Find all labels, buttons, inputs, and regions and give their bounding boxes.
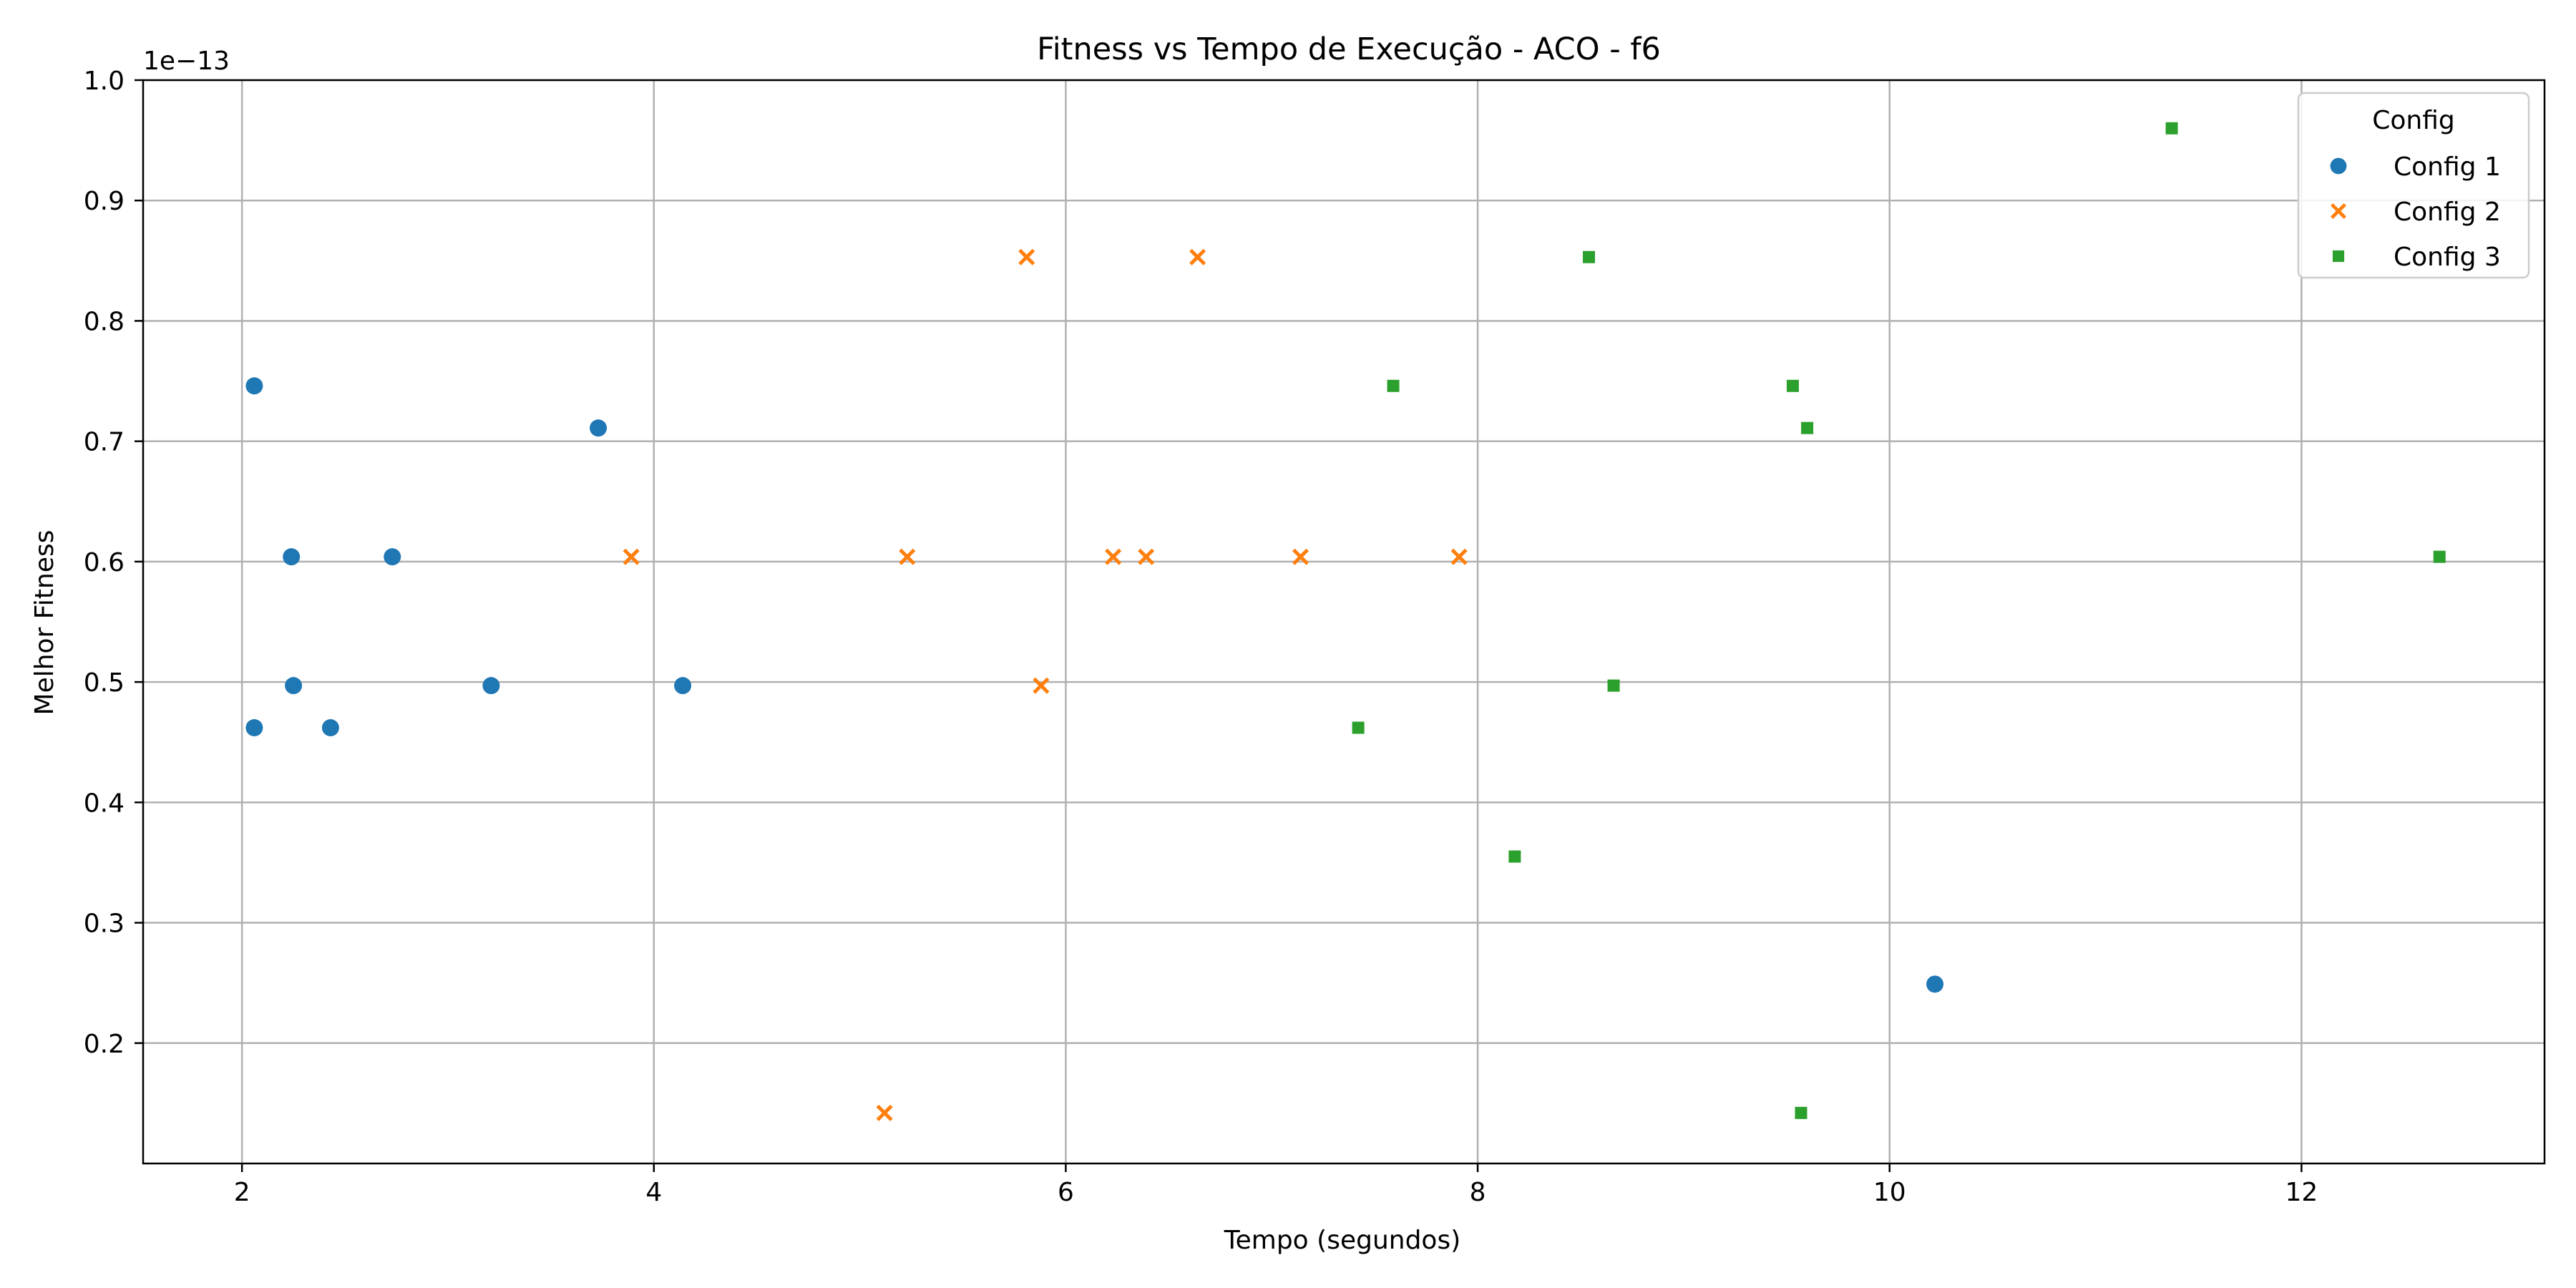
data-point: [590, 419, 608, 437]
series-1: [245, 377, 1944, 993]
legend-box: [2297, 92, 2530, 279]
series-2: [623, 248, 1468, 1121]
y-axis-ticks: 0.2 0.3 0.4 0.5 0.6 0.7 0.8 0.9 1.0: [84, 67, 143, 1059]
legend-marker: [2331, 203, 2346, 219]
legend: Config Config 1 Config 2 Config 3: [2297, 92, 2530, 279]
data-point: [384, 548, 401, 566]
data-point: [2165, 122, 2178, 135]
x-tick-label: 4: [645, 1178, 662, 1207]
data-point: [1138, 548, 1155, 565]
x-tick-label: 6: [1058, 1178, 1074, 1207]
y-tick-label: 1.0: [84, 67, 125, 96]
data-point: [283, 548, 301, 566]
data-point: [1583, 250, 1596, 263]
y-tick-label: 0.6: [84, 548, 125, 577]
x-tick-label: 12: [2285, 1178, 2318, 1207]
x-tick-label: 2: [234, 1178, 250, 1207]
series-3: [1352, 122, 2446, 1119]
data-point: [1018, 248, 1035, 265]
y-tick-label: 0.9: [84, 187, 125, 216]
data-point: [2433, 550, 2446, 563]
y-tick-label: 0.7: [84, 428, 125, 457]
data-point: [674, 677, 692, 695]
plot-frame: [142, 79, 2546, 1165]
y-tick-label: 0.4: [84, 789, 125, 818]
data-point: [482, 677, 500, 695]
y-tick-label: 0.2: [84, 1030, 125, 1059]
data-point: [1450, 548, 1468, 565]
data-point: [1033, 677, 1050, 694]
data-point: [876, 1104, 893, 1121]
legend-label: Config 3: [2394, 243, 2501, 272]
data-point: [1189, 248, 1206, 265]
data-points: [245, 122, 2446, 1121]
data-point: [285, 677, 303, 695]
x-axis-ticks: 2 4 6 8 10 12: [234, 1163, 2318, 1207]
data-point: [1801, 421, 1814, 434]
data-point: [1508, 850, 1521, 863]
legend-title: Config: [2372, 106, 2455, 135]
legend-entries: Config 1 Config 2 Config 3: [2330, 152, 2501, 272]
data-point: [1387, 379, 1400, 392]
data-point: [899, 548, 916, 565]
y-tick-label: 0.8: [84, 307, 125, 336]
legend-label: Config 1: [2394, 152, 2501, 182]
y-tick-label: 0.3: [84, 909, 125, 939]
legend-label: Config 2: [2394, 197, 2501, 227]
data-point: [1105, 548, 1122, 565]
data-point: [623, 548, 640, 565]
y-axis-label: Melhor Fitness: [30, 530, 59, 716]
chart-title: Fitness vs Tempo de Execução - ACO - f6: [1037, 31, 1661, 67]
data-point: [1607, 679, 1620, 692]
y-tick-label: 0.5: [84, 668, 125, 698]
legend-marker: [2332, 250, 2345, 263]
x-tick-label: 8: [1470, 1178, 1486, 1207]
data-point: [245, 719, 263, 737]
data-point: [245, 377, 263, 395]
y-axis-offset-text: 1e−13: [143, 47, 230, 76]
data-point: [321, 719, 339, 737]
data-point: [1795, 1106, 1807, 1119]
data-point: [1786, 379, 1799, 392]
legend-marker: [2330, 157, 2347, 175]
x-tick-label: 10: [1873, 1178, 1906, 1207]
x-axis-label: Tempo (segundos): [1224, 1226, 1461, 1255]
data-point: [1926, 975, 1944, 993]
data-point: [1292, 548, 1309, 565]
data-point: [1352, 721, 1365, 734]
